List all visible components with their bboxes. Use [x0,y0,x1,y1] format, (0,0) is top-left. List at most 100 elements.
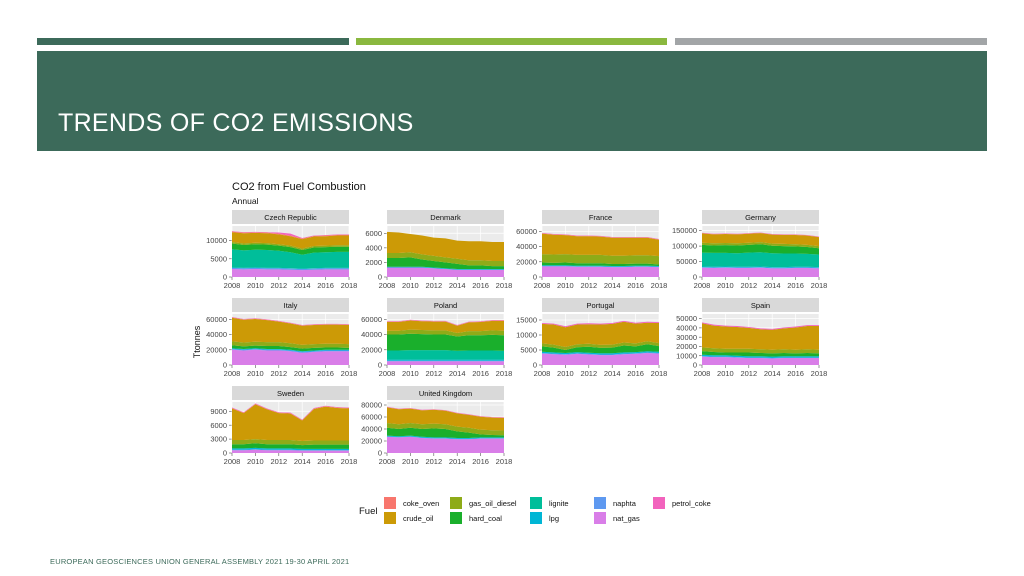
xtick-label-sweden-2014: 2014 [294,457,311,466]
panel-sweden: Sweden 0 3000 6000 9000 2008 2010 2012 2014 2016 2… [210,386,357,466]
ytick-label-poland-60000: 60000 [361,315,382,324]
xtick-label-sweden-2010: 2010 [247,457,264,466]
xtick-label-poland-2010: 2010 [402,369,419,378]
strip-label-sweden: Sweden [277,389,304,398]
panel-italy: Italy 0 20000 40000 60000 2008 2010 2012 2014 201… [206,298,357,378]
area-portugal-nat_gas [542,353,659,365]
xtick-label-united-kingdom-2014: 2014 [449,457,466,466]
area-spain-nat_gas [702,356,819,365]
ytick-label-sweden-3000: 3000 [210,435,227,444]
area-france-hard_coal [542,262,659,266]
xtick-label-italy-2012: 2012 [270,369,287,378]
xtick-label-france-2010: 2010 [557,281,574,290]
area-germany-nat_gas [702,267,819,277]
strip-label-spain: Spain [751,301,770,310]
ytick-label-united-kingdom-60000: 60000 [361,413,382,422]
legend-label-coke_oven: coke_oven [403,499,439,508]
area-germany-hard_coal [702,244,819,255]
xtick-label-italy-2018: 2018 [341,369,358,378]
title-banner: TRENDS OF CO2 EMISSIONS [37,51,987,151]
legend-label-lpg: lpg [549,514,559,523]
strip-label-germany: Germany [745,213,776,222]
xtick-label-germany-2016: 2016 [787,281,804,290]
xtick-label-portugal-2010: 2010 [557,369,574,378]
xtick-label-spain-2010: 2010 [717,369,734,378]
xtick-label-france-2016: 2016 [627,281,644,290]
strip-united-kingdom [387,386,504,400]
legend-label-petrol_coke: petrol_coke [672,499,711,508]
strip-label-portugal: Portugal [587,301,615,310]
chart-figure: CO2 from Fuel Combustion Annual Ttonnes … [185,172,835,537]
xtick-label-czech-republic-2010: 2010 [247,281,264,290]
area-poland-lpg [387,359,504,361]
area-sweden-crude_oil [232,404,349,441]
ytick-label-italy-60000: 60000 [206,315,227,324]
xtick-label-france-2008: 2008 [534,281,551,290]
xtick-label-france-2014: 2014 [604,281,621,290]
fuel-legend: coke_oven crude_oil gas_oil_diesel hard_coa… [384,497,711,524]
area-italy-nat_gas [232,349,349,365]
legend-label-crude_oil: crude_oil [403,514,434,523]
xtick-label-denmark-2008: 2008 [379,281,396,290]
co2-faceted-area-chart: CO2 from Fuel Combustion Annual Ttonnes … [192,181,828,524]
area-poland-gas_oil_diesel [387,329,504,337]
chart-subtitle: Annual [232,196,259,206]
area-denmark-lpg [387,266,504,270]
ytick-label-portugal-5000: 5000 [520,346,537,355]
area-sweden-nat_gas [232,449,349,453]
ytick-label-portugal-15000: 15000 [516,316,537,325]
strip-spain [702,298,819,312]
area-italy-naphta [232,349,349,353]
legend-key-nat_gas [594,512,606,524]
ytick-label-germany-100000: 100000 [672,242,697,251]
area-poland-hard_coal [387,333,504,351]
xtick-label-spain-2008: 2008 [694,369,711,378]
area-united-kingdom-gas_oil_diesel [387,423,504,436]
area-portugal-hard_coal [542,344,659,354]
chart-title: CO2 from Fuel Combustion [232,181,366,193]
area-czech-republic-crude_oil [232,232,349,249]
legend-title: Fuel [359,506,377,517]
xtick-label-portugal-2016: 2016 [627,369,644,378]
xtick-label-sweden-2016: 2016 [317,457,334,466]
strip-portugal [542,298,659,312]
area-poland-nat_gas [387,361,504,365]
area-france-lpg [542,265,659,267]
panel-france: France 0 20000 40000 60000 2008 2010 2012 2014 20… [516,210,667,290]
xtick-label-france-2018: 2018 [651,281,668,290]
panel-denmark: Denmark 0 2000 4000 6000 2008 2010 2012 2014 2016… [365,210,512,290]
ytick-label-poland-0: 0 [378,361,382,370]
legend-label-gas_oil_diesel: gas_oil_diesel [469,499,517,508]
xtick-label-italy-2010: 2010 [247,369,264,378]
legend-key-hard_coal [450,512,462,524]
footer-text: EUROPEAN GEOSCIENCES UNION GENERAL ASSEM… [50,557,350,566]
legend-label-naphta: naphta [613,499,637,508]
xtick-label-germany-2018: 2018 [811,281,828,290]
area-united-kingdom-naphta [387,436,504,440]
xtick-label-spain-2014: 2014 [764,369,781,378]
legend-key-naphta [594,497,606,509]
xtick-label-portugal-2008: 2008 [534,369,551,378]
area-czech-republic-gas_oil_diesel [232,242,349,251]
legend-label-lignite: lignite [549,499,569,508]
area-italy-gas_oil_diesel [232,341,349,349]
ytick-label-spain-0: 0 [693,361,697,370]
xtick-label-denmark-2014: 2014 [449,281,466,290]
xtick-label-poland-2014: 2014 [449,369,466,378]
xtick-label-portugal-2012: 2012 [580,369,597,378]
ytick-label-portugal-0: 0 [533,361,537,370]
xtick-label-denmark-2016: 2016 [472,281,489,290]
area-denmark-gas_oil_diesel [387,252,504,267]
panel-czech-republic: Czech Republic 0 5000 10000 2008 2010 2012 2014… [206,210,357,290]
ytick-label-germany-50000: 50000 [676,257,697,266]
xtick-label-germany-2008: 2008 [694,281,711,290]
area-portugal-gas_oil_diesel [542,341,659,350]
xtick-label-united-kingdom-2012: 2012 [425,457,442,466]
ytick-label-germany-0: 0 [693,273,697,282]
ytick-label-czech-republic-5000: 5000 [210,254,227,263]
ytick-label-france-60000: 60000 [516,227,537,236]
area-czech-republic-lignite [232,249,349,269]
area-poland-crude_oil [387,320,504,334]
area-spain-naphta [702,356,819,359]
